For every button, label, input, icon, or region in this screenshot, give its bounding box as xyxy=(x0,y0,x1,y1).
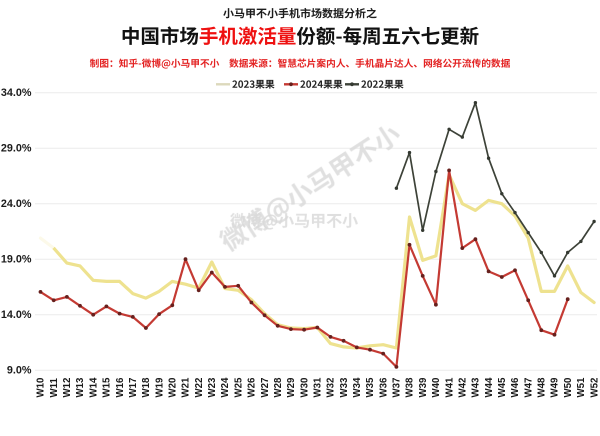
svg-text:W38: W38 xyxy=(405,377,416,398)
svg-text:19.0%: 19.0% xyxy=(1,254,32,266)
svg-text:W27: W27 xyxy=(260,378,271,398)
svg-text:W49: W49 xyxy=(550,377,561,398)
svg-text:9.0%: 9.0% xyxy=(7,365,32,377)
svg-text:W16: W16 xyxy=(115,377,126,398)
svg-text:W41: W41 xyxy=(444,377,455,398)
svg-text:W31: W31 xyxy=(313,377,324,398)
svg-text:14.0%: 14.0% xyxy=(1,309,32,321)
svg-text:W32: W32 xyxy=(326,378,337,398)
svg-text:W21: W21 xyxy=(181,377,192,398)
svg-text:W35: W35 xyxy=(365,377,376,398)
svg-text:W10: W10 xyxy=(36,378,47,398)
svg-text:W42: W42 xyxy=(458,378,469,398)
svg-text:W50: W50 xyxy=(563,378,574,398)
svg-text:W47: W47 xyxy=(523,378,534,398)
svg-text:W36: W36 xyxy=(378,377,389,398)
svg-text:W39: W39 xyxy=(418,377,429,398)
svg-text:W25: W25 xyxy=(233,377,244,398)
svg-text:W19: W19 xyxy=(154,377,165,398)
svg-text:W46: W46 xyxy=(510,377,521,398)
svg-text:W30: W30 xyxy=(299,378,310,398)
svg-text:W24: W24 xyxy=(220,377,231,398)
svg-text:29.0%: 29.0% xyxy=(1,143,32,155)
svg-text:W52: W52 xyxy=(589,378,600,398)
svg-text:W17: W17 xyxy=(128,378,139,398)
svg-text:W26: W26 xyxy=(247,377,258,398)
svg-text:W33: W33 xyxy=(339,377,350,398)
svg-text:W14: W14 xyxy=(88,377,99,398)
svg-text:W48: W48 xyxy=(537,377,548,398)
svg-text:W18: W18 xyxy=(141,377,152,398)
svg-text:34.0%: 34.0% xyxy=(1,87,32,99)
svg-text:W37: W37 xyxy=(392,378,403,398)
svg-text:W11: W11 xyxy=(49,378,60,398)
svg-text:W40: W40 xyxy=(431,378,442,398)
svg-text:24.0%: 24.0% xyxy=(1,198,32,210)
svg-text:W22: W22 xyxy=(194,378,205,398)
svg-text:W34: W34 xyxy=(352,377,363,398)
svg-text:W51: W51 xyxy=(576,377,587,398)
svg-text:W45: W45 xyxy=(497,377,508,398)
svg-text:W12: W12 xyxy=(62,378,73,398)
svg-text:W29: W29 xyxy=(286,377,297,398)
svg-text:W20: W20 xyxy=(168,378,179,398)
svg-text:W23: W23 xyxy=(207,377,218,398)
svg-text:W13: W13 xyxy=(75,377,86,398)
svg-text:W44: W44 xyxy=(484,377,495,398)
svg-text:W28: W28 xyxy=(273,377,284,398)
svg-text:W15: W15 xyxy=(102,377,113,398)
svg-text:W43: W43 xyxy=(471,377,482,398)
